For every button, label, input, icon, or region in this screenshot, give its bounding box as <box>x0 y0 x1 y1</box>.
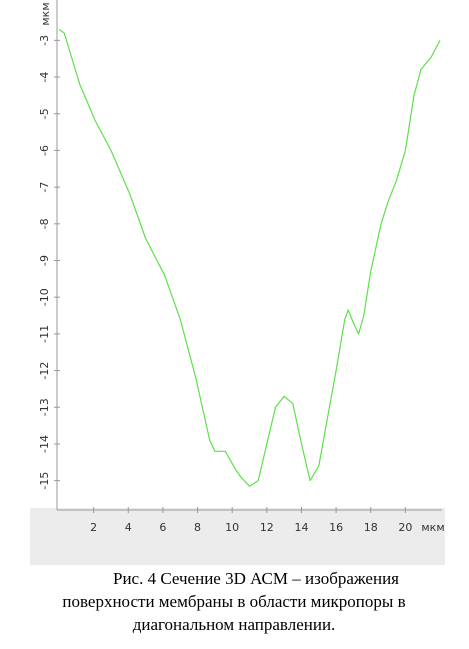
y-tick-label: -6 <box>38 145 51 156</box>
y-tick-label: -7 <box>38 182 51 193</box>
x-axis-label: мкм <box>421 521 444 534</box>
y-tick-label: -8 <box>38 218 51 229</box>
x-tick-label: 16 <box>329 521 343 534</box>
y-axis-label: мкм <box>39 2 52 25</box>
y-tick-label: -12 <box>38 362 51 380</box>
y-tick-label: -9 <box>38 255 51 266</box>
x-tick-label: 18 <box>364 521 378 534</box>
y-tick-label: -3 <box>38 35 51 46</box>
caption-line: Рис. 4 Сечение 3D АСМ – изображения <box>113 569 399 588</box>
y-tick-label: -15 <box>38 472 51 490</box>
x-tick-label: 14 <box>294 521 308 534</box>
x-tick-label: 2 <box>90 521 97 534</box>
x-tick-label: 8 <box>194 521 201 534</box>
y-tick-label: -10 <box>38 288 51 306</box>
y-tick-label: -14 <box>38 435 51 453</box>
x-tick-label: 20 <box>398 521 412 534</box>
y-tick-label: -13 <box>38 398 51 416</box>
x-tick-label: 4 <box>125 521 132 534</box>
caption-line: поверхности мембраны в области микропоры… <box>62 592 405 611</box>
y-tick-label: -11 <box>38 325 51 343</box>
x-tick-label: 12 <box>260 521 274 534</box>
profile-line <box>58 28 441 487</box>
plot-footer <box>30 508 445 565</box>
x-tick-label: 10 <box>225 521 239 534</box>
y-tick-label: -4 <box>38 72 51 83</box>
caption-line: диагональном направлении. <box>133 615 336 634</box>
y-tick-label: -5 <box>38 108 51 119</box>
x-tick-label: 6 <box>159 521 166 534</box>
